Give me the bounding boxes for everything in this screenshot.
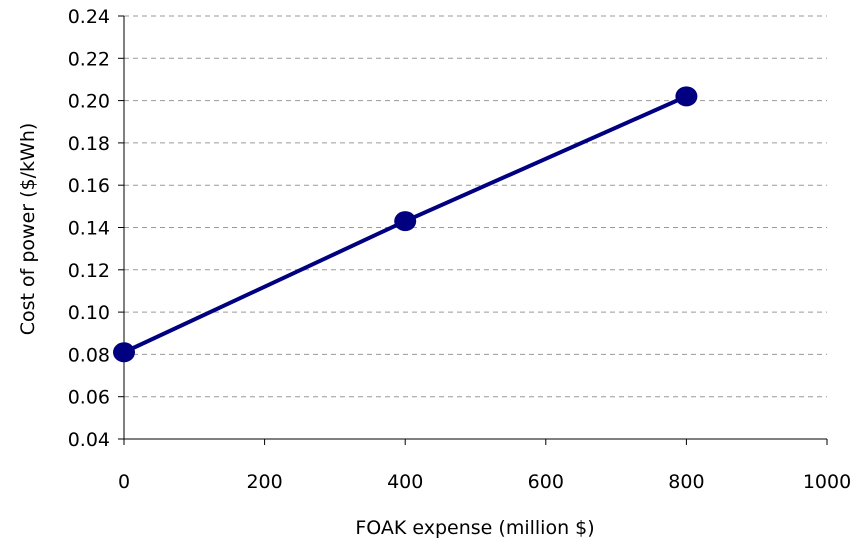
- y-tick-label: 0.18: [68, 133, 110, 155]
- y-tick-label: 0.10: [68, 302, 110, 324]
- x-tick-label: 800: [668, 471, 704, 493]
- x-tick-label: 600: [528, 471, 564, 493]
- y-tick-label: 0.20: [68, 91, 110, 113]
- gridlines: [124, 15, 827, 398]
- x-tick-label: 0: [118, 471, 130, 493]
- y-tick-label: 0.14: [68, 218, 110, 240]
- y-tick-label: 0.04: [68, 429, 110, 451]
- x-tick-label: 400: [387, 471, 423, 493]
- data-point: [113, 342, 135, 363]
- y-tick-label: 0.12: [68, 260, 110, 282]
- x-axis-title: FOAK expense (million $): [355, 517, 594, 539]
- y-tick-label: 0.22: [68, 48, 110, 70]
- y-axis-ticks: 0.04 0.06 0.08 0.10 0.12 0.14 0.16 0.18 0.20 0.22…: [68, 6, 124, 451]
- y-axis-title: Cost of power ($/kWh): [17, 123, 39, 336]
- y-tick-label: 0.06: [68, 387, 110, 409]
- x-tick-label: 1000: [803, 471, 851, 493]
- y-tick-label: 0.24: [68, 6, 110, 28]
- y-tick-label: 0.08: [68, 344, 110, 366]
- series-group: [113, 86, 698, 363]
- x-axis-ticks: 0 200 400 600 800 1000: [118, 439, 851, 493]
- x-tick-label: 200: [246, 471, 282, 493]
- data-point: [675, 86, 698, 107]
- data-point: [394, 211, 417, 232]
- y-tick-label: 0.16: [68, 175, 110, 197]
